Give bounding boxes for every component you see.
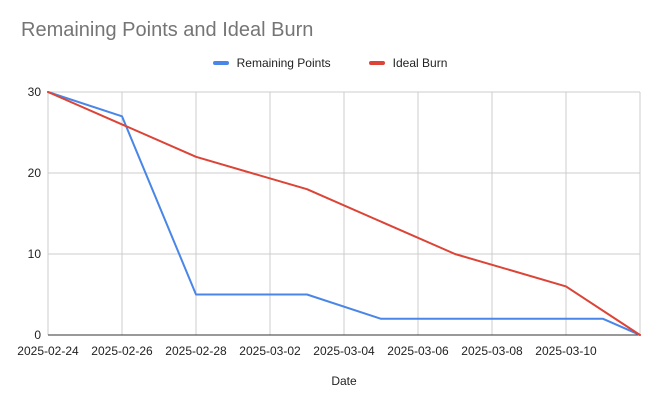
x-tick-label: 2025-03-06	[387, 344, 449, 358]
y-tick-label: 0	[34, 328, 41, 342]
legend-label-ideal-burn: Ideal Burn	[392, 56, 448, 70]
x-tick-label: 2025-03-02	[239, 344, 301, 358]
y-tick-label: 30	[28, 85, 42, 99]
x-tick-label: 2025-02-26	[91, 344, 153, 358]
x-tick-label: 2025-03-08	[461, 344, 523, 358]
x-axis-title: Date	[331, 374, 357, 388]
x-tick-label: 2025-02-28	[165, 344, 227, 358]
x-tick-label: 2025-03-04	[313, 344, 375, 358]
y-tick-label: 10	[28, 247, 42, 261]
legend-item-ideal-burn[interactable]: Ideal Burn	[347, 56, 448, 70]
legend: Remaining Points Ideal Burn	[0, 56, 660, 70]
chart-title: Remaining Points and Ideal Burn	[21, 19, 314, 41]
y-tick-label: 20	[28, 166, 42, 180]
x-tick-label: 2025-03-10	[535, 344, 597, 358]
legend-label-remaining-points: Remaining Points	[236, 56, 331, 70]
legend-item-remaining-points[interactable]: Remaining Points	[212, 56, 331, 70]
x-tick-label: 2025-02-24	[17, 344, 79, 358]
legend-swatch-remaining-points	[212, 61, 229, 65]
legend-swatch-ideal-burn	[368, 61, 385, 65]
